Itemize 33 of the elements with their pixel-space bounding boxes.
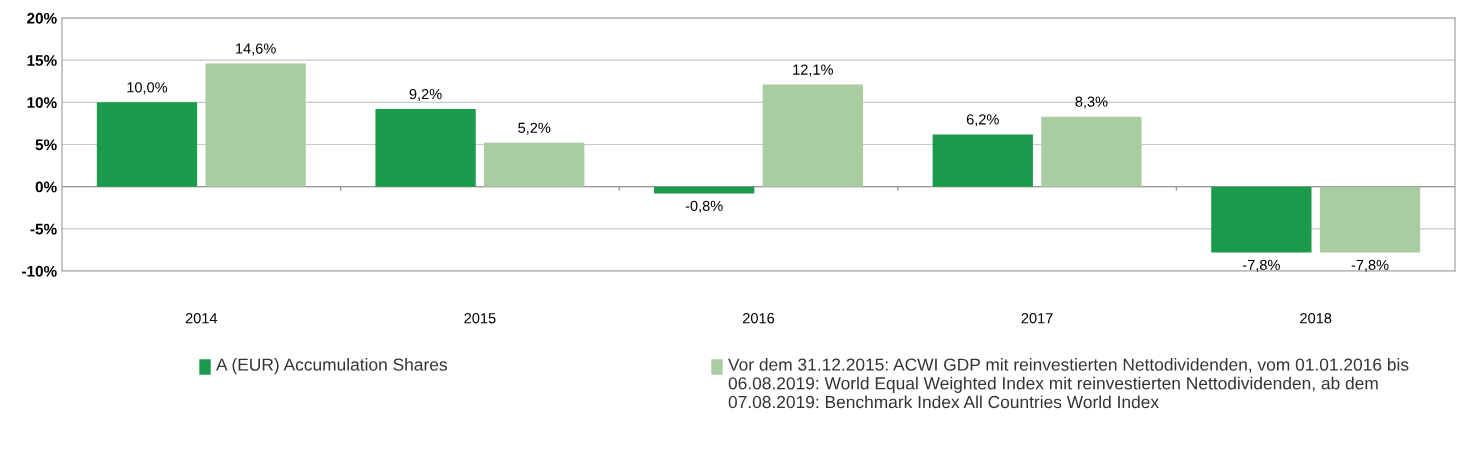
legend-label: Vor dem 31.12.2015: ACWI GDP mit reinvestierten Nettodividenden, vom 01.01.2016 bis 06.08.2019: World Equal Weighted Index mit reinvestierten Nettodividenden, ab dem 07.08.2019: Benchmark Index All Countries World Index bbox=[728, 358, 1409, 409]
data-label: -0,8% bbox=[685, 200, 723, 213]
bar bbox=[96, 102, 198, 187]
x-tick-label: 2016 bbox=[743, 313, 775, 324]
data-label: 9,2% bbox=[409, 88, 442, 101]
bar bbox=[1041, 116, 1142, 187]
data-label: -7,8% bbox=[1242, 259, 1280, 272]
data-label: 14,6% bbox=[236, 43, 276, 56]
data-label: -7,8% bbox=[1351, 259, 1389, 272]
bar bbox=[932, 134, 1033, 187]
y-tick-label: 10% bbox=[27, 97, 57, 109]
data-label: 12,1% bbox=[793, 64, 833, 77]
x-tick-label: 2017 bbox=[1021, 313, 1053, 324]
x-tick-label: 2014 bbox=[185, 313, 218, 324]
bar bbox=[1211, 186, 1312, 253]
y-tick-label: -10% bbox=[22, 265, 57, 277]
y-tick-label: 15% bbox=[27, 55, 57, 66]
bar bbox=[762, 84, 863, 187]
bar bbox=[375, 109, 476, 187]
legend-label: A (EUR) Accumulation Shares bbox=[216, 358, 447, 375]
y-tick-label: -5% bbox=[30, 223, 57, 235]
bar bbox=[484, 142, 585, 187]
data-label: 6,2% bbox=[966, 114, 999, 127]
y-tick-label: 5% bbox=[35, 139, 57, 151]
bar bbox=[205, 63, 306, 187]
x-tick-label: 2015 bbox=[464, 313, 496, 324]
bar bbox=[1319, 186, 1421, 253]
y-tick-label: 20% bbox=[27, 12, 57, 24]
x-tick-label: 2018 bbox=[1300, 313, 1332, 324]
y-tick-label: 0% bbox=[35, 181, 57, 193]
data-label: 10,0% bbox=[127, 82, 168, 95]
data-label: 5,2% bbox=[518, 122, 551, 135]
data-label: 8,3% bbox=[1075, 96, 1108, 109]
